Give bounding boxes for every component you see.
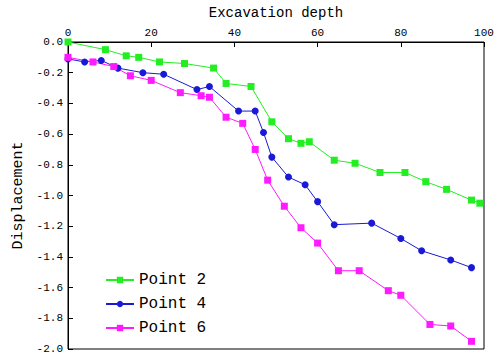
svg-text:60: 60 — [311, 27, 324, 39]
svg-text:80: 80 — [394, 27, 407, 39]
svg-text:40: 40 — [228, 27, 241, 39]
svg-text:-1.2: -1.2 — [37, 220, 63, 232]
svg-text:Displacement: Displacement — [10, 141, 27, 249]
svg-text:Point 2: Point 2 — [139, 271, 206, 289]
svg-text:0.0: 0.0 — [43, 36, 63, 48]
svg-text:-0.4: -0.4 — [37, 97, 64, 109]
svg-text:20: 20 — [145, 27, 158, 39]
svg-text:-0.8: -0.8 — [37, 159, 63, 171]
svg-text:-0.6: -0.6 — [37, 128, 63, 140]
svg-text:Point 4: Point 4 — [139, 295, 206, 313]
svg-text:-1.8: -1.8 — [37, 312, 63, 324]
svg-text:100: 100 — [474, 27, 494, 39]
svg-text:-1.4: -1.4 — [37, 251, 64, 263]
svg-text:-0.2: -0.2 — [37, 67, 63, 79]
svg-text:0: 0 — [65, 27, 72, 39]
svg-text:Excavation depth: Excavation depth — [209, 5, 343, 21]
svg-text:-1.0: -1.0 — [37, 190, 63, 202]
svg-text:-1.6: -1.6 — [37, 282, 63, 294]
svg-text:-2.0: -2.0 — [37, 343, 63, 355]
svg-text:Point 6: Point 6 — [139, 319, 206, 337]
